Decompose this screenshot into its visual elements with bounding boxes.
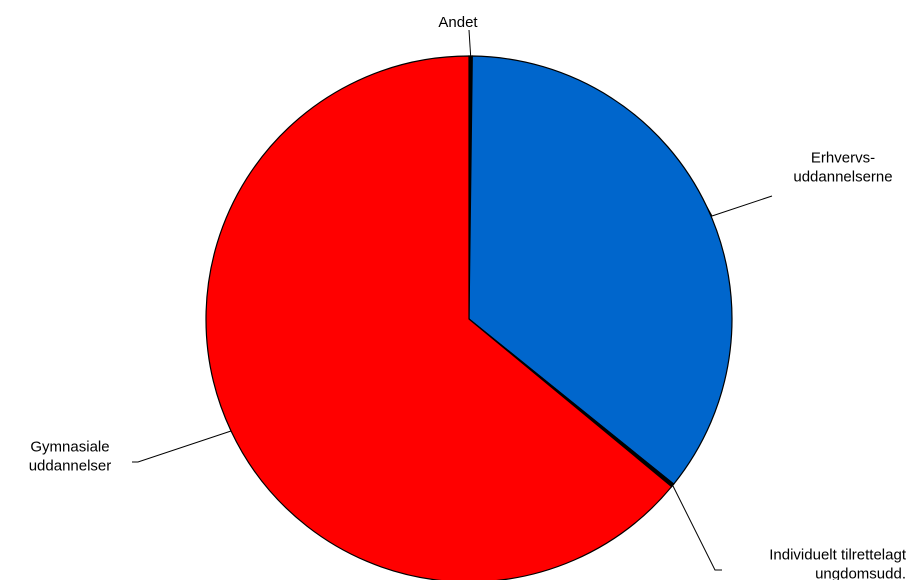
slice-label-line: Erhvervs- bbox=[811, 150, 875, 167]
slice-label-line: Gymnasiale bbox=[30, 439, 109, 456]
slice-label-line: uddannelserne bbox=[793, 169, 892, 186]
slice-label-individuelt-tilrettelagt-ungdomsudd: Individuelt tilrettelagt ungdomsudd. bbox=[769, 547, 907, 580]
leader-lines bbox=[132, 29, 773, 571]
slice-label-line: Individuelt tilrettelagt bbox=[769, 547, 907, 564]
slice-label-erhvervs-uddannelserne: Erhvervs-uddannelserne bbox=[793, 150, 892, 186]
leader-line-andet bbox=[468, 29, 472, 57]
leader-line-gymnasiale-uddannelser bbox=[132, 430, 232, 463]
leader-line-individuelt-tilrettelagt-ungdomsudd bbox=[672, 485, 722, 571]
slice-label-line: ungdomsudd. bbox=[815, 566, 906, 580]
pie-slices bbox=[205, 55, 733, 580]
leader-line-erhvervs-uddannelserne bbox=[706, 195, 773, 217]
slice-label-line: uddannelser bbox=[29, 458, 112, 475]
pie-slice-gymnasiale-uddannelser bbox=[205, 55, 673, 580]
slice-label-gymnasiale-uddannelser: Gymnasiale uddannelser bbox=[29, 439, 112, 475]
slice-label-andet: Andet bbox=[438, 14, 478, 31]
slice-labels: Andet Erhvervs-uddannelserne Individuelt t… bbox=[29, 14, 907, 580]
slice-label-line: Andet bbox=[438, 14, 478, 31]
